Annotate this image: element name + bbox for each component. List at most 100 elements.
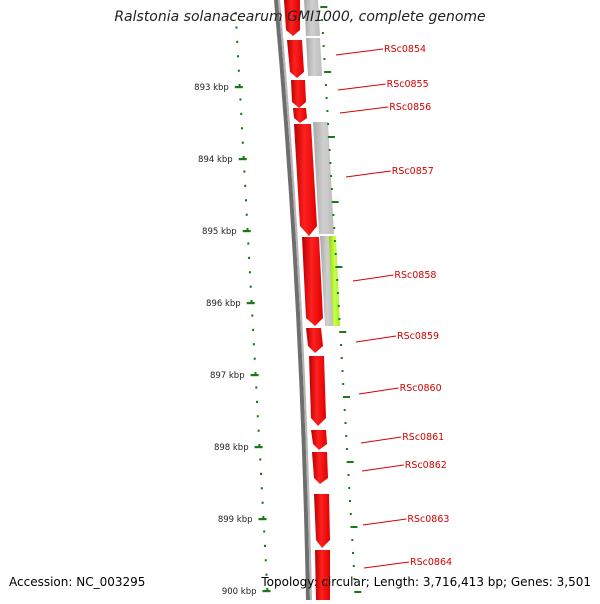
track-minor-tick	[329, 162, 332, 164]
scale-minor-tick	[254, 372, 257, 375]
gene-label[interactable]: RSc0861	[402, 432, 444, 443]
track-minor-tick	[323, 58, 326, 60]
track-minor-tick	[347, 474, 350, 476]
scale-minor-tick	[234, 12, 237, 15]
scale-minor-tick	[252, 328, 255, 331]
accession-text: Accession: NC_003295	[9, 575, 146, 589]
track-minor-tick	[338, 318, 341, 320]
gene-label-leader	[345, 170, 391, 178]
grey-feature-rsc0854	[306, 38, 322, 76]
scale-minor-tick	[239, 98, 242, 101]
scale-major-tick	[262, 590, 271, 593]
scale-tick-label: 900 kbp	[222, 587, 257, 597]
scale-minor-tick	[241, 141, 244, 144]
scale-minor-tick	[245, 199, 247, 202]
scale-minor-tick	[248, 271, 251, 274]
gene-label[interactable]: RSc0854	[384, 44, 426, 55]
track-minor-tick	[341, 370, 344, 372]
scale-major-tick	[250, 374, 259, 377]
scale-major-ticks: 893 kbp 894 kbp 895 kbp 896 kbp 897 kbp 898 k…	[194, 83, 271, 597]
track-minor-tick	[321, 32, 324, 34]
gene-label[interactable]: RSc0857	[392, 166, 434, 177]
gene-arrow-rsc0860	[309, 356, 326, 426]
gene-label-leader	[355, 335, 397, 343]
right-track-ticks	[320, 6, 362, 593]
scale-minor-tick	[238, 84, 241, 87]
scale-minor-tick	[264, 559, 267, 562]
track-minor-tick	[340, 357, 343, 359]
gene-label[interactable]: RSc0864	[410, 557, 452, 568]
track-major-tick	[339, 331, 347, 333]
scale-minor-tick	[263, 530, 266, 533]
track-minor-tick	[333, 227, 336, 229]
scale-minor-tick	[260, 487, 263, 490]
scale-minor-tick	[241, 127, 243, 130]
scale-minor-tick	[236, 40, 239, 43]
track-minor-tick	[344, 422, 347, 424]
gene-label-leader	[361, 464, 404, 472]
gene-label[interactable]: RSc0860	[400, 383, 442, 394]
track-major-tick	[350, 526, 358, 528]
gene-labels: RSc0854 RSc0855 RSc0856 RSc0857 RSc0858 RSc08…	[335, 44, 452, 569]
scale-major-tick	[242, 230, 251, 233]
track-minor-tick	[333, 240, 336, 242]
scale-major-tick	[246, 302, 255, 305]
scale-minor-tick	[262, 516, 265, 519]
track-minor-tick	[336, 292, 339, 294]
gene-label-leader	[335, 48, 384, 56]
scale-minor-tick	[264, 544, 266, 547]
track-minor-tick	[321, 19, 324, 21]
track-major-tick	[331, 201, 339, 203]
gene-label-leader	[337, 83, 386, 91]
gene-arrow-rsc0854	[287, 40, 304, 78]
track-major-tick	[324, 71, 332, 73]
scale-minor-tick	[247, 242, 250, 245]
scale-tick-label: 894 kbp	[198, 155, 233, 165]
map-title: Ralstonia solanacearum GMI1000, complete…	[114, 9, 486, 25]
scale-minor-tick	[237, 69, 240, 72]
scale-minor-tick	[248, 256, 251, 259]
gene-label-leader	[358, 387, 399, 395]
track-minor-tick	[345, 435, 348, 437]
track-minor-tick	[348, 487, 351, 489]
track-minor-tick	[349, 500, 351, 502]
track-minor-tick	[351, 539, 354, 541]
scale-minor-tick	[259, 458, 262, 461]
track-minor-tick	[334, 253, 337, 255]
scale-tick-label: 897 kbp	[210, 371, 245, 381]
track-minor-tick	[349, 513, 352, 515]
track-minor-tick	[346, 448, 348, 450]
track-minor-tick	[325, 97, 328, 99]
scale-minor-tick	[266, 588, 269, 591]
gene-label[interactable]: RSc0863	[407, 514, 449, 525]
scale-minor-tick	[235, 26, 238, 29]
scale-major-tick	[254, 446, 263, 449]
track-major-tick	[320, 6, 328, 8]
gene-label[interactable]: RSc0862	[405, 460, 447, 471]
scale-minor-tick	[242, 156, 245, 159]
gene-label[interactable]: RSc0856	[389, 102, 431, 113]
gene-label-leader	[360, 436, 402, 444]
track-minor-tick	[330, 188, 333, 190]
genome-backbone	[274, 0, 312, 601]
scale-tick-label: 893 kbp	[194, 83, 229, 93]
topology-text: Topology: circular; Length: 3,716,413 bp…	[261, 575, 591, 589]
gene-label[interactable]: RSc0858	[394, 270, 436, 281]
gene-label[interactable]: RSc0859	[397, 331, 439, 342]
grey-feature-top	[304, 0, 320, 36]
track-major-tick	[327, 136, 335, 138]
scale-minor-tick	[252, 343, 255, 346]
gene-arrow-rsc0861	[311, 430, 327, 450]
gene-arrow-rsc0855	[291, 80, 306, 108]
scale-minor-tick	[261, 501, 264, 504]
gene-arrows	[284, 0, 330, 600]
gene-label[interactable]: RSc0855	[387, 79, 429, 90]
track-minor-tick	[324, 84, 327, 86]
scale-minor-tick	[255, 386, 258, 389]
scale-minor-tick	[243, 170, 246, 173]
scale-major-tick	[238, 158, 247, 161]
scale-minor-tick	[257, 429, 260, 432]
track-minor-tick	[340, 344, 342, 346]
